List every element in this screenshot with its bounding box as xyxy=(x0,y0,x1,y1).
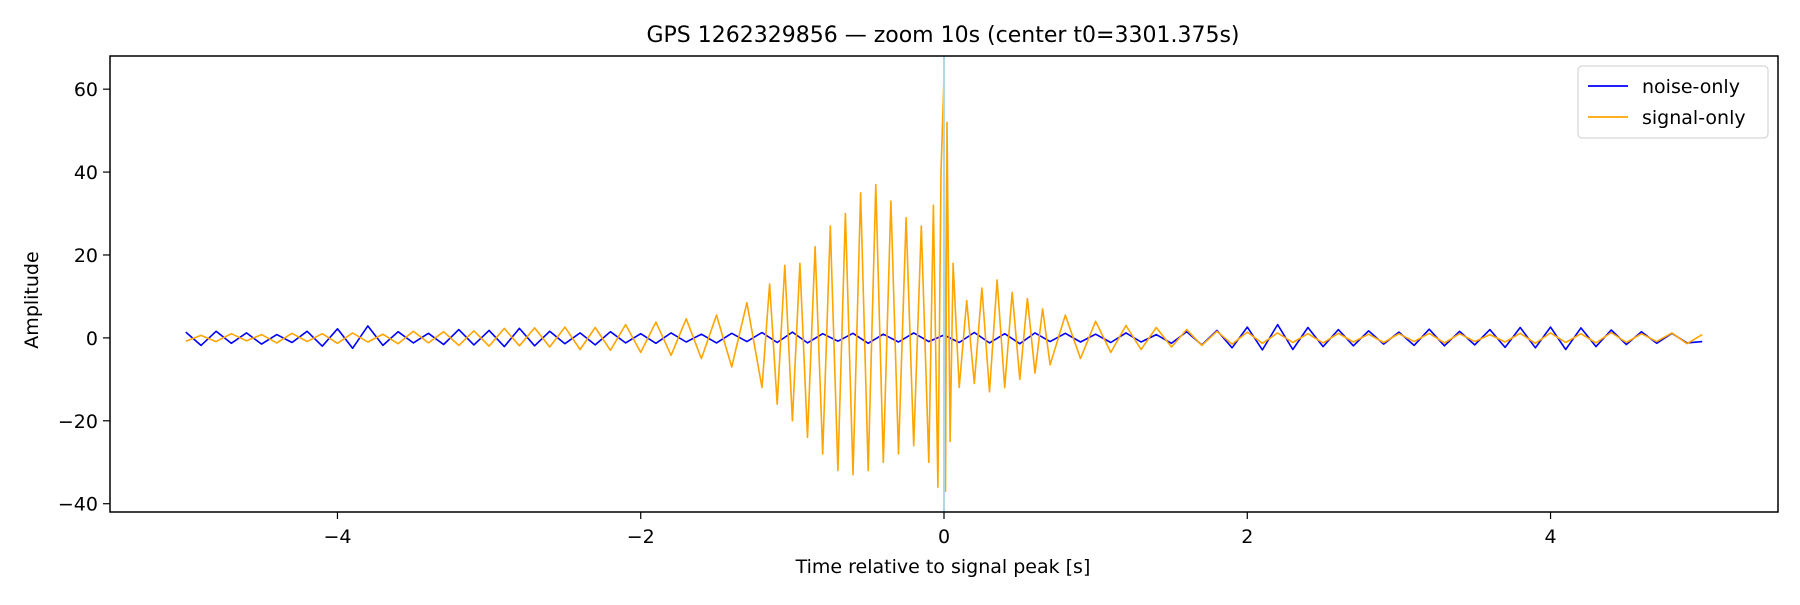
legend: noise-only signal-only xyxy=(1577,65,1769,139)
legend-label-signal-only: signal-only xyxy=(1642,107,1746,129)
y-axis-label: Amplitude xyxy=(21,251,43,348)
y-axis: −40 −20 0 20 40 60 xyxy=(58,79,110,516)
x-tick-label: −4 xyxy=(323,526,351,548)
y-tick-label: 60 xyxy=(74,79,98,101)
x-tick-label: 2 xyxy=(1241,526,1253,548)
y-tick-label: 0 xyxy=(86,328,98,350)
y-tick-label: 20 xyxy=(74,245,98,267)
x-tick-label: 4 xyxy=(1544,526,1556,548)
x-axis-label: Time relative to signal peak [s] xyxy=(795,556,1091,578)
x-tick-label: 0 xyxy=(938,526,950,548)
legend-label-noise-only: noise-only xyxy=(1642,76,1740,98)
series-line-signal-only xyxy=(185,75,1703,493)
y-tick-label: −40 xyxy=(58,494,98,516)
x-axis: −4 −2 0 2 4 xyxy=(323,512,1557,548)
y-tick-label: 40 xyxy=(74,162,98,184)
x-tick-label: −2 xyxy=(627,526,655,548)
y-tick-label: −20 xyxy=(58,411,98,433)
chart-title: GPS 1262329856 — zoom 10s (center t0=330… xyxy=(646,23,1239,48)
legend-box xyxy=(1577,65,1769,139)
